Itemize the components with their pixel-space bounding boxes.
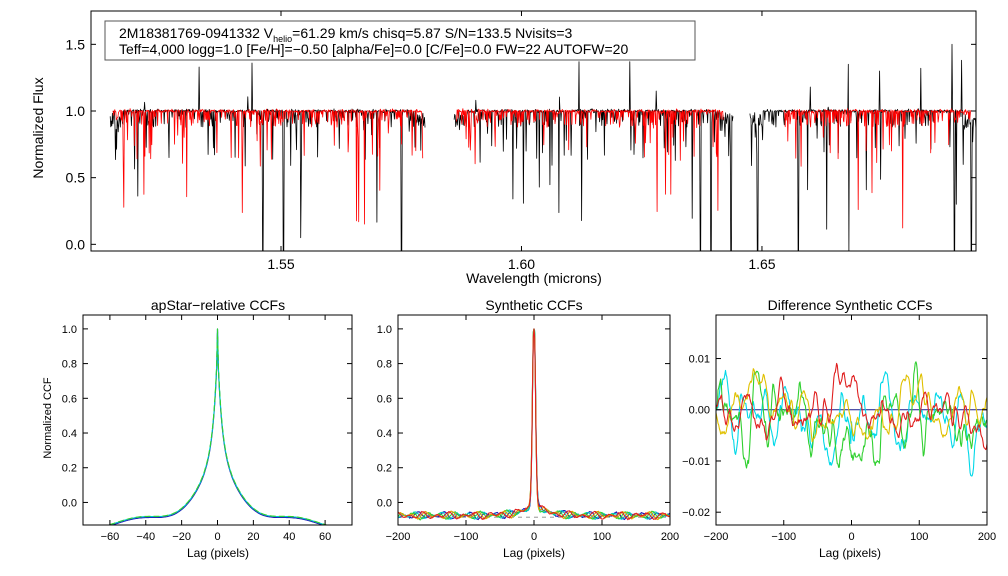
spectrum-y-tick-label: 1.5 bbox=[66, 36, 86, 52]
apstar-ccf-x-tick-label: 40 bbox=[283, 531, 295, 543]
spectrum-y-tick-label: 0.5 bbox=[66, 170, 86, 186]
synthetic-ccf-y-tick-label: 0.6 bbox=[377, 393, 392, 405]
synthetic-ccf-axes-frame bbox=[397, 314, 671, 526]
apstar-ccf-y-tick-label: 0.2 bbox=[62, 463, 77, 475]
apstar-ccf-y-tick-label: 0.0 bbox=[62, 497, 77, 509]
apstar-ccf-y-tick-label: 0.4 bbox=[62, 428, 77, 440]
spectrum-y-tick-label: 1.0 bbox=[66, 103, 86, 119]
info-line-2: Teff=4,000 logg=1.0 [Fe/H]=−0.50 [alpha/… bbox=[119, 41, 628, 57]
spectrum-y-axis-label: Normalized Flux bbox=[30, 77, 46, 178]
apstar-ccf-x-tick-label: −40 bbox=[136, 531, 155, 543]
apstar-ccf-x-tick-label: 60 bbox=[319, 531, 331, 543]
difference-ccf-y-tick-label: −0.01 bbox=[682, 456, 710, 468]
difference-ccf-line-1 bbox=[716, 369, 987, 477]
synthetic-ccf-line-2 bbox=[398, 328, 670, 520]
synthetic-ccf-plot-area: −200 −100 0 100 200 0.0 0.2 0.4 0.6 0.8 1.0 bbox=[377, 314, 679, 543]
apstar-ccf-line-1 bbox=[110, 328, 325, 525]
apstar-ccf-y-axis-label: Normalized CCF bbox=[42, 377, 54, 459]
apstar-ccf-x-tick-label: 0 bbox=[214, 531, 220, 543]
synthetic-ccf-x-tick-label: 200 bbox=[661, 531, 679, 543]
difference-ccf-panel: −200 −100 0 100 200 −0.02 −0.01 0.00 0.01 Differ… bbox=[682, 297, 996, 560]
difference-ccf-line-3 bbox=[716, 368, 987, 443]
apstar-ccf-x-tick-label: 20 bbox=[247, 531, 259, 543]
synthetic-ccf-y-tick-label: 0.4 bbox=[377, 428, 392, 440]
spectrum-x-tick-label: 1.55 bbox=[267, 256, 294, 272]
apstar-ccf-y-tick-label: 0.8 bbox=[62, 359, 77, 371]
info-box-frame bbox=[104, 20, 696, 61]
synthetic-ccf-line-5 bbox=[398, 328, 670, 521]
synthetic-ccf-title: Synthetic CCFs bbox=[485, 297, 582, 313]
spectrum-x-axis-label: Wavelength (microns) bbox=[466, 270, 602, 286]
observed-spectrum-line bbox=[453, 61, 734, 251]
synthetic-ccf-line-1 bbox=[398, 328, 670, 521]
difference-ccf-axes-frame bbox=[715, 314, 988, 526]
model-spectrum-line bbox=[456, 108, 724, 212]
spectrum-x-tick-label: 1.60 bbox=[508, 256, 535, 272]
apstar-ccf-x-axis-label: Lag (pixels) bbox=[187, 546, 249, 560]
spectrum-axes-frame bbox=[90, 10, 977, 252]
difference-ccf-x-tick-label: −100 bbox=[771, 531, 796, 543]
apstar-ccf-x-tick-label: −60 bbox=[101, 531, 120, 543]
difference-ccf-x-tick-label: 200 bbox=[978, 531, 996, 543]
apstar-ccf-y-tick-label: 1.0 bbox=[62, 324, 77, 336]
apstar-ccf-y-tick-label: 0.6 bbox=[62, 393, 77, 405]
synthetic-ccf-y-tick-label: 0.8 bbox=[377, 359, 392, 371]
difference-ccf-line-4 bbox=[716, 362, 987, 451]
model-spectrum-line bbox=[783, 108, 972, 229]
spectrum-y-tick-label: 0.0 bbox=[66, 236, 86, 252]
synthetic-ccf-panel: −200 −100 0 100 200 0.0 0.2 0.4 0.6 0.8 1.0 Synthe… bbox=[377, 297, 679, 560]
observed-spectrum-line bbox=[109, 62, 426, 251]
spectrum-x-tick-label: 1.65 bbox=[748, 256, 775, 272]
apstar-ccf-plot-area: −60 −40 −20 0 20 40 60 0.0 0.2 0.4 0.6 0.8 1.0 bbox=[62, 314, 353, 543]
model-spectrum-line bbox=[112, 108, 424, 225]
synthetic-ccf-y-tick-label: 0.0 bbox=[377, 497, 392, 509]
difference-ccf-y-tick-label: −0.02 bbox=[682, 507, 710, 519]
synthetic-ccf-y-tick-label: 1.0 bbox=[377, 324, 392, 336]
difference-ccf-x-tick-label: 100 bbox=[910, 531, 928, 543]
difference-ccf-y-tick-label: 0.01 bbox=[689, 353, 710, 365]
spectrum-plot-area: 1.55 1.60 1.65 0.0 0.5 1.0 1.5 bbox=[66, 10, 977, 272]
difference-ccf-x-axis-label: Lag (pixels) bbox=[819, 546, 881, 560]
synthetic-ccf-x-tick-label: −100 bbox=[454, 531, 479, 543]
synthetic-ccf-x-tick-label: 100 bbox=[593, 531, 611, 543]
observed-spectrum-line bbox=[749, 43, 976, 251]
spectrum-info-box: 2M18381769-0941332 Vhelio=61.29 km/s chi… bbox=[104, 20, 696, 61]
synthetic-ccf-x-axis-label: Lag (pixels) bbox=[503, 546, 565, 560]
synthetic-ccf-x-tick-label: 0 bbox=[531, 531, 537, 543]
difference-ccf-x-tick-label: −200 bbox=[704, 531, 729, 543]
spectrum-panel: 1.55 1.60 1.65 0.0 0.5 1.0 1.5 2M18381769-0941… bbox=[30, 10, 977, 286]
difference-ccf-title: Difference Synthetic CCFs bbox=[768, 297, 933, 313]
difference-ccf-plot-area: −200 −100 0 100 200 −0.02 −0.01 0.00 0.01 bbox=[682, 314, 996, 543]
apstar-ccf-x-tick-label: −20 bbox=[172, 531, 191, 543]
apstar-ccf-panel: −60 −40 −20 0 20 40 60 0.0 0.2 0.4 0.6 0.8 1.0 apSta… bbox=[42, 297, 353, 560]
info-line-1: 2M18381769-0941332 Vhelio=61.29 km/s chi… bbox=[119, 25, 573, 44]
apstar-ccf-title: apStar−relative CCFs bbox=[151, 297, 285, 313]
synthetic-ccf-x-tick-label: −200 bbox=[386, 531, 411, 543]
synthetic-ccf-y-tick-label: 0.2 bbox=[377, 463, 392, 475]
apstar-ccf-line-3 bbox=[106, 328, 329, 525]
difference-ccf-y-tick-label: 0.00 bbox=[689, 405, 710, 417]
difference-ccf-x-tick-label: 0 bbox=[848, 531, 854, 543]
apstar-ccf-line-2 bbox=[106, 328, 329, 525]
synthetic-ccf-line-3 bbox=[398, 328, 670, 521]
synthetic-ccf-line-4 bbox=[398, 328, 670, 521]
